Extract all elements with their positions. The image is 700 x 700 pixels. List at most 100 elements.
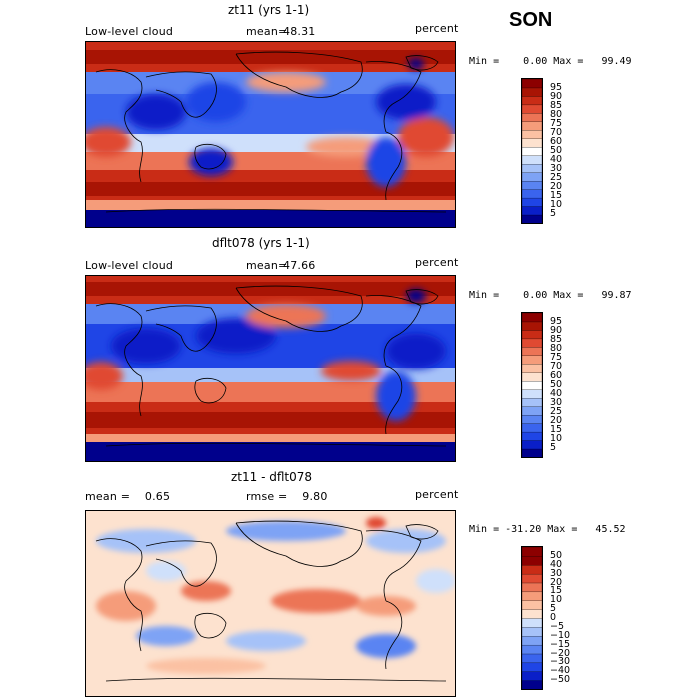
colorbar-tick-label: 40: [550, 388, 563, 399]
colorbar-tick-label: 80: [550, 109, 563, 120]
colorbar-swatch: [522, 448, 542, 457]
colorbar-tick-label: 15: [550, 190, 563, 201]
panel2-minmax: Min = 0.00 Max = 99.87: [469, 290, 632, 301]
panel1-minmax: Min = 0.00 Max = 99.49: [469, 56, 632, 67]
colorbar-swatch: [522, 112, 542, 123]
colorbar-swatch: [522, 155, 542, 165]
colorbar-tick-label: 25: [550, 172, 563, 183]
panel1-title: zt11 (yrs 1-1): [228, 3, 310, 17]
panel3-rmse: rmse = 9.80: [246, 490, 328, 503]
colorbar-swatch: [522, 95, 542, 106]
colorbar-swatch: [522, 617, 542, 628]
colorbar-tick-label: −40: [550, 665, 571, 677]
panel2-map-svg: [86, 276, 455, 461]
colorbar-swatch: [522, 555, 542, 566]
colorbar-swatch: [522, 626, 542, 637]
colorbar-tick-label: −15: [550, 638, 571, 650]
panel2-mean-value: 47.66: [283, 259, 316, 272]
panel2-map: [85, 275, 456, 462]
colorbar-tick-label: 0: [550, 612, 557, 623]
season-label: SON: [509, 9, 553, 31]
colorbar-swatch: [522, 79, 542, 89]
colorbar-tick-label: 70: [550, 361, 563, 372]
colorbar-tick-label: 40: [550, 154, 563, 165]
colorbar-swatch: [522, 547, 542, 557]
colorbar-swatch: [522, 591, 542, 601]
colorbar-tick-label: −30: [550, 656, 571, 668]
colorbar-swatch: [522, 431, 542, 441]
colorbar-swatch: [522, 439, 542, 450]
colorbar-tick-label: 40: [550, 558, 563, 570]
panel1-mean-value: 48.31: [283, 25, 316, 38]
colorbar-tick-label: 25: [550, 406, 563, 417]
colorbar-tick-label: 30: [550, 397, 563, 408]
panel1-map-svg: [86, 42, 455, 227]
colorbar-tick-label: 95: [550, 82, 563, 93]
colorbar-swatch: [522, 338, 542, 348]
colorbar-swatch: [522, 329, 542, 340]
colorbar-tick-label: 20: [550, 181, 563, 192]
colorbar-swatch: [522, 172, 542, 182]
colorbar-swatch: [522, 635, 542, 646]
colorbar-tick-label: 90: [550, 325, 563, 336]
panel1-mean-label: mean=: [246, 25, 288, 38]
colorbar-swatch: [522, 346, 542, 357]
colorbar-swatch: [522, 321, 542, 331]
colorbar-tick-label: 75: [550, 118, 563, 129]
colorbar-tick-label: 5: [550, 442, 557, 453]
colorbar-tick-label: 85: [550, 100, 563, 111]
panel3-minmax: Min = -31.20 Max = 45.52: [469, 524, 626, 535]
panel2-mean-label: mean=: [246, 259, 288, 272]
colorbar-swatch: [522, 422, 542, 433]
panel2-variable: Low-level cloud: [85, 259, 174, 272]
colorbar-swatch: [522, 600, 542, 610]
colorbar-tick-label: 10: [550, 594, 563, 606]
panel3-colorbar: [521, 546, 543, 690]
colorbar-tick-label: 5: [550, 208, 557, 219]
colorbar-swatch: [522, 653, 542, 664]
colorbar-tick-label: −10: [550, 629, 571, 641]
panel1-units: percent: [415, 22, 459, 35]
colorbar-swatch: [522, 121, 542, 131]
colorbar-swatch: [522, 414, 542, 424]
colorbar-tick-label: 10: [550, 433, 563, 444]
colorbar-swatch: [522, 146, 542, 156]
colorbar-tick-label: 30: [550, 567, 563, 579]
colorbar-swatch: [522, 214, 542, 223]
colorbar-tick-label: −50: [550, 674, 571, 686]
panel2-title: dflt078 (yrs 1-1): [212, 236, 310, 250]
panel1-map: [85, 41, 456, 228]
panel3-colorbar-svg: [522, 547, 542, 689]
colorbar-swatch: [522, 355, 542, 365]
colorbar-tick-label: 50: [550, 379, 563, 390]
colorbar-swatch: [522, 129, 542, 139]
colorbar-swatch: [522, 662, 542, 672]
colorbar-tick-label: −20: [550, 647, 571, 659]
colorbar-swatch: [522, 313, 542, 323]
panel2-colorbar: [521, 312, 543, 458]
colorbar-swatch: [522, 188, 542, 199]
colorbar-tick-label: 15: [550, 585, 563, 597]
colorbar-tick-label: 70: [550, 127, 563, 138]
panel3-title: zt11 - dflt078: [231, 470, 313, 484]
colorbar-swatch: [522, 608, 542, 619]
colorbar-tick-label: 30: [550, 163, 563, 174]
colorbar-tick-label: 95: [550, 316, 563, 327]
colorbar-swatch: [522, 163, 542, 173]
panel3-units: percent: [415, 488, 459, 501]
colorbar-swatch: [522, 406, 542, 416]
colorbar-tick-label: 80: [550, 343, 563, 354]
colorbar-swatch: [522, 679, 542, 689]
panel3-map: [85, 510, 456, 697]
colorbar-tick-label: 75: [550, 352, 563, 363]
colorbar-tick-label: 5: [550, 603, 557, 615]
colorbar-swatch: [522, 564, 542, 575]
colorbar-swatch: [522, 104, 542, 114]
panel2-units: percent: [415, 256, 459, 269]
colorbar-tick-label: 60: [550, 136, 563, 147]
panel1-variable: Low-level cloud: [85, 25, 174, 38]
colorbar-tick-label: 20: [550, 415, 563, 426]
colorbar-swatch: [522, 372, 542, 382]
colorbar-swatch: [522, 397, 542, 407]
panel2-colorbar-svg: [522, 313, 542, 457]
